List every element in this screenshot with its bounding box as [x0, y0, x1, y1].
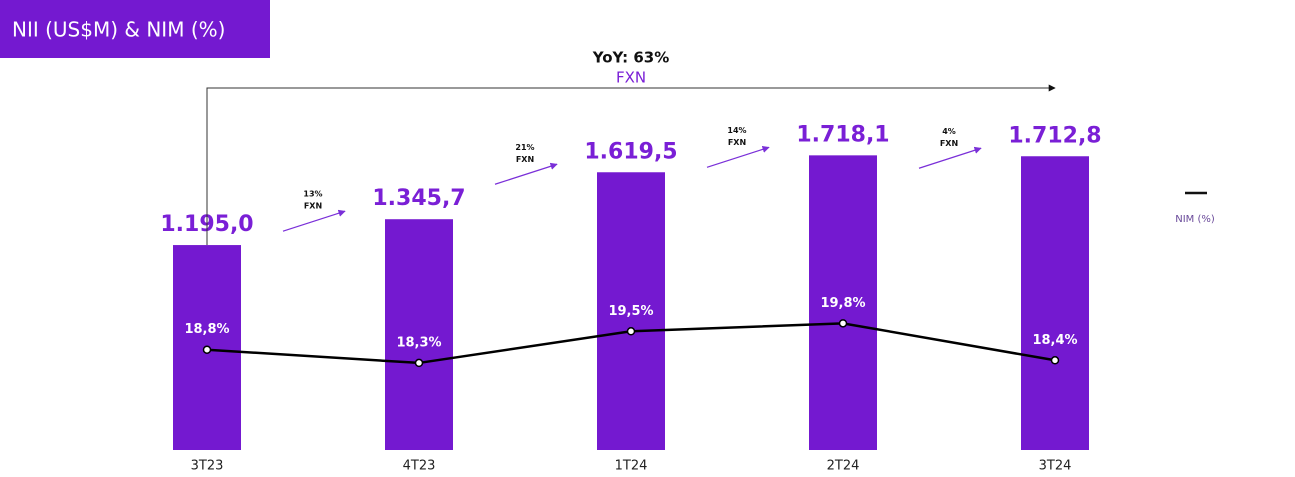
bar: [597, 172, 665, 451]
growth-label: FXN: [728, 138, 746, 147]
bar-value-label: 1.619,5: [584, 139, 677, 164]
growth-label: 14%: [727, 126, 746, 135]
nim-value-label: 18,3%: [396, 335, 441, 350]
bar-value-label: 1.718,1: [796, 122, 889, 147]
nim-point: [626, 327, 636, 336]
x-tick-label: 4T23: [403, 459, 436, 474]
x-tick-label: 2T24: [827, 459, 860, 474]
x-tick-label: 3T23: [191, 459, 224, 474]
nim-point: [1050, 356, 1060, 365]
growth-label: 21%: [515, 143, 534, 152]
bar: [385, 219, 453, 450]
growth-arrow: [282, 209, 346, 232]
growth-label: 13%: [303, 190, 322, 199]
growth-arrow: [918, 146, 982, 169]
nim-point: [202, 345, 212, 354]
nim-point: [838, 319, 848, 328]
nim-point: [414, 358, 424, 368]
growth-arrow: [494, 162, 558, 185]
x-tick-label: 1T24: [615, 459, 648, 474]
growth-label: 4%: [942, 127, 956, 136]
bar: [809, 155, 877, 450]
chart-title: NII (US$M) & NIM (%): [12, 18, 225, 42]
growth-label: FXN: [516, 155, 534, 164]
legend-label: NIM (%): [1175, 214, 1215, 225]
growth-label: FXN: [304, 202, 322, 211]
bar: [1021, 156, 1089, 450]
bar-value-label: 1.712,8: [1008, 123, 1101, 148]
yoy-bracket: [206, 84, 1056, 246]
yoy-label: YoY: 63%: [592, 49, 669, 67]
title-box: [0, 0, 270, 58]
nim-value-label: 18,4%: [1032, 333, 1077, 348]
x-tick-label: 3T24: [1039, 459, 1072, 474]
nim-value-label: 18,8%: [184, 322, 229, 337]
nim-value-label: 19,8%: [820, 296, 865, 311]
nim-value-label: 19,5%: [608, 304, 653, 319]
bar-value-label: 1.345,7: [372, 186, 465, 211]
growth-label: FXN: [940, 139, 958, 148]
growth-arrow: [706, 145, 770, 168]
yoy-sub-label: FXN: [616, 69, 646, 87]
